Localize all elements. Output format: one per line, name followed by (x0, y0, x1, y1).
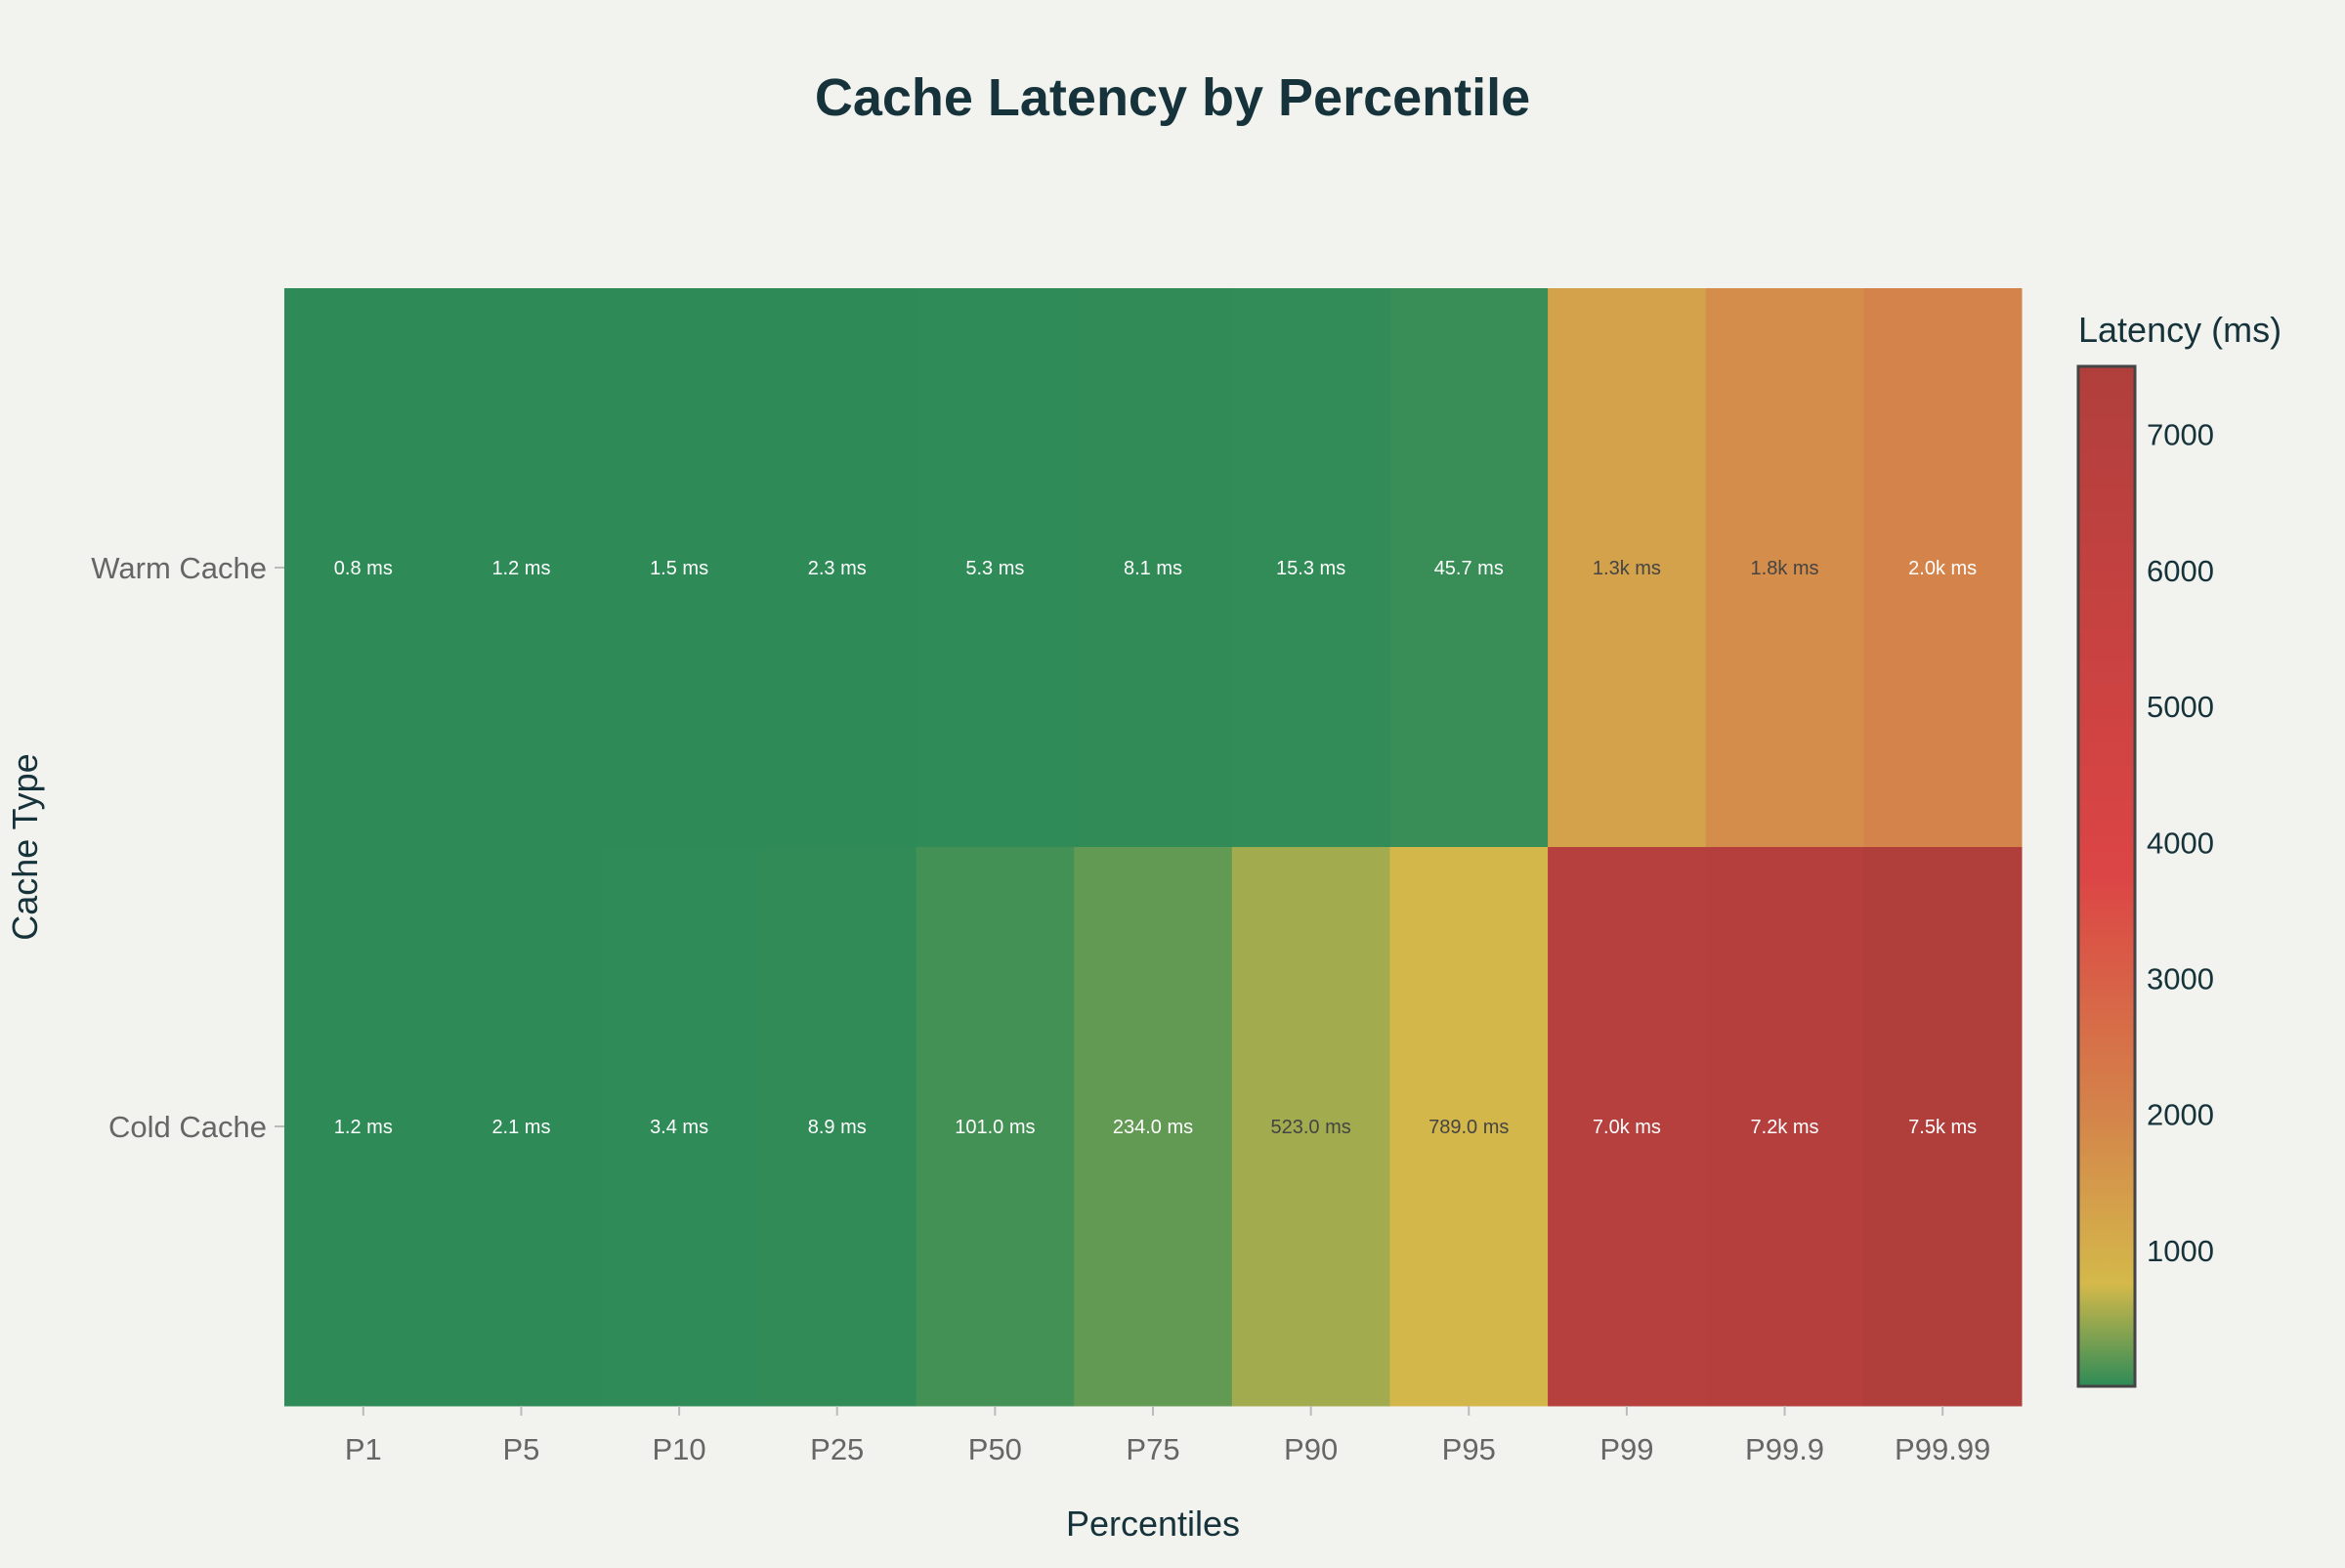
heatmap-cell (1074, 847, 1233, 1407)
colorbar-tick-label: 4000 (2147, 826, 2214, 860)
cell-label: 3.4 ms (650, 1117, 708, 1138)
y-tick-label: Cold Cache (108, 1110, 267, 1144)
heatmap-cell (1863, 847, 2023, 1407)
heatmap-cell (284, 288, 444, 848)
colorbar-tick-label: 2000 (2147, 1098, 2214, 1132)
heatmap-cell (442, 847, 601, 1407)
x-tick-label: P5 (502, 1432, 539, 1466)
colorbar-title: Latency (ms) (2078, 310, 2281, 350)
x-tick-label: P1 (345, 1432, 382, 1466)
x-tick-label: P99.99 (1895, 1432, 1990, 1466)
cell-label: 8.9 ms (808, 1117, 867, 1138)
chart-title: Cache Latency by Percentile (815, 68, 1530, 127)
cell-label: 2.0k ms (1908, 558, 1977, 579)
cell-label: 1.2 ms (334, 1117, 393, 1138)
heatmap-cell (600, 288, 759, 848)
y-tick-label: Warm Cache (91, 551, 267, 585)
colorbar-tick-label: 7000 (2147, 418, 2214, 452)
cell-label: 5.3 ms (965, 558, 1024, 579)
heatmap-cell (1231, 847, 1390, 1407)
cell-label: 7.5k ms (1908, 1117, 1977, 1138)
x-tick-label: P95 (1442, 1432, 1496, 1466)
heatmap-cell (1389, 847, 1549, 1407)
cell-label: 1.3k ms (1593, 558, 1661, 579)
heatmap-cell (1705, 288, 1864, 848)
heatmap-cell (442, 288, 601, 848)
cell-label: 2.3 ms (808, 558, 867, 579)
x-tick-label: P90 (1284, 1432, 1338, 1466)
colorbar-tick-label: 3000 (2147, 961, 2214, 996)
heatmap-cell (1705, 847, 1864, 1407)
x-tick-label: P10 (653, 1432, 706, 1466)
heatmap-cell (1548, 847, 1707, 1407)
heatmap-cell (1231, 288, 1390, 848)
cell-label: 45.7 ms (1434, 558, 1504, 579)
x-axis: P1 P5 P10 P25 P50 P75 P90 P95 P99 P99.9 P99.99 (345, 1406, 1990, 1466)
heatmap-cell (1548, 288, 1707, 848)
cell-label: 8.1 ms (1124, 558, 1182, 579)
x-tick-label: P75 (1126, 1432, 1179, 1466)
y-axis-title: Cache Type (5, 753, 45, 940)
cell-label: 789.0 ms (1428, 1117, 1509, 1138)
cell-label: 7.2k ms (1751, 1117, 1819, 1138)
colorbar-tick-label: 1000 (2147, 1234, 2214, 1268)
y-axis: Warm Cache Cold Cache (91, 551, 284, 1144)
cell-label: 15.3 ms (1276, 558, 1345, 579)
colorbar-tick-label: 6000 (2147, 554, 2214, 588)
heatmap-cells: 0.8 ms 1.2 ms 1.5 ms 2.3 ms 5.3 ms 8.1 ms 15.3… (284, 288, 2023, 1407)
heatmap-cell (1389, 288, 1549, 848)
cell-label: 523.0 ms (1271, 1117, 1351, 1138)
cell-label: 1.2 ms (491, 558, 550, 579)
heatmap-cell (757, 288, 917, 848)
heatmap-cell (1863, 288, 2023, 848)
colorbar (2076, 364, 2137, 1388)
colorbar-ticks: 1000 2000 3000 4000 5000 6000 7000 (2147, 418, 2214, 1268)
heatmap-cell (916, 847, 1075, 1407)
cell-label: 101.0 ms (955, 1117, 1035, 1138)
heatmap-cell (1074, 288, 1233, 848)
x-tick-label: P99 (1599, 1432, 1653, 1466)
cell-label: 1.8k ms (1751, 558, 1819, 579)
x-tick-label: P99.9 (1745, 1432, 1824, 1466)
heatmap-cell (284, 847, 444, 1407)
x-tick-label: P50 (968, 1432, 1022, 1466)
heatmap-cell (757, 847, 917, 1407)
x-tick-label: P25 (810, 1432, 864, 1466)
colorbar-tick-label: 5000 (2147, 690, 2214, 724)
x-axis-title: Percentiles (1066, 1504, 1240, 1544)
heatmap-cell (600, 847, 759, 1407)
cell-label: 234.0 ms (1113, 1117, 1193, 1138)
cell-label: 2.1 ms (491, 1117, 550, 1138)
cell-label: 0.8 ms (334, 558, 393, 579)
cell-label: 7.0k ms (1593, 1117, 1661, 1138)
cell-label: 1.5 ms (650, 558, 708, 579)
heatmap-cell (916, 288, 1075, 848)
